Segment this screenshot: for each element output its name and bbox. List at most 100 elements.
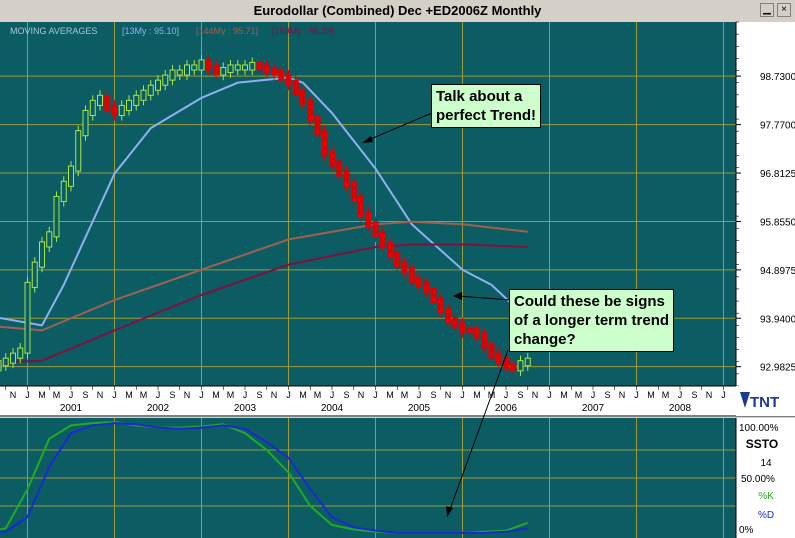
arrow-signs <box>457 295 511 301</box>
month-letter: S <box>604 390 610 400</box>
candle <box>191 64 198 71</box>
candle <box>213 64 219 76</box>
month-letter: M <box>314 390 322 400</box>
month-letter: J <box>721 390 726 400</box>
candle <box>263 64 270 74</box>
indicator-axis <box>736 418 795 538</box>
candle <box>350 180 357 202</box>
candle <box>24 281 31 354</box>
candle <box>408 266 415 283</box>
close-button[interactable]: × <box>777 3 791 17</box>
stochastic-line-d <box>0 422 528 534</box>
month-letter: M <box>647 390 655 400</box>
candle <box>169 69 176 81</box>
month-letter: M <box>53 390 61 400</box>
month-letter: J <box>460 390 465 400</box>
candle <box>126 99 132 111</box>
month-letter: J <box>25 390 30 400</box>
month-letter: S <box>430 390 436 400</box>
month-letter: J <box>678 390 683 400</box>
month-letter: N <box>184 390 191 400</box>
candle <box>104 94 111 111</box>
minimize-button[interactable]: ▁ <box>760 3 774 17</box>
candle <box>162 74 169 86</box>
price-axis <box>736 22 795 386</box>
month-letter: J <box>373 390 378 400</box>
candle <box>495 352 502 364</box>
candle <box>39 241 45 268</box>
candle <box>249 61 256 71</box>
year-label: 2006 <box>495 403 518 414</box>
candle <box>176 69 183 76</box>
legend-ma169: [169My : 95.39] <box>272 26 334 36</box>
month-letter: J <box>504 390 509 400</box>
candle <box>300 89 306 106</box>
candle <box>466 327 473 334</box>
month-letter: J <box>199 390 204 400</box>
candle <box>394 251 401 268</box>
candle <box>0 360 2 372</box>
year-label: 2005 <box>408 403 431 414</box>
candle <box>423 281 430 293</box>
candle <box>10 352 16 364</box>
month-letter: S <box>169 390 175 400</box>
candle <box>68 165 74 187</box>
month-letter: N <box>445 390 452 400</box>
candle <box>60 180 67 202</box>
candle <box>82 109 89 137</box>
candle <box>452 317 459 329</box>
arrow-indicator <box>448 349 509 513</box>
candle <box>155 79 161 91</box>
month-letter: J <box>591 390 596 400</box>
price-tick-label: 95.8550 <box>760 217 795 228</box>
month-letter: M <box>560 390 568 400</box>
month-letter: M <box>473 390 481 400</box>
month-letter: J <box>243 390 248 400</box>
month-letter: N <box>271 390 278 400</box>
legend-ma144: [144My : 95.71] <box>196 26 258 36</box>
window-title: Eurodollar (Combined) Dec +ED2006Z Month… <box>253 3 542 18</box>
candle <box>31 261 38 288</box>
annotation-signs-line-2: of a longer term trend <box>514 312 670 329</box>
month-letter: M <box>140 390 148 400</box>
candle <box>75 130 82 172</box>
candle <box>517 360 524 372</box>
tnt-logo: TNT <box>740 392 779 411</box>
year-label: 2007 <box>582 403 605 414</box>
month-letter: M <box>299 390 307 400</box>
candle <box>314 115 321 137</box>
candle <box>488 342 495 359</box>
annotation-signs-line-3: change? <box>514 331 576 348</box>
month-letter: J <box>69 390 74 400</box>
candle <box>372 221 379 238</box>
year-label: 2004 <box>321 403 344 414</box>
candle <box>278 69 285 81</box>
indicator-grid <box>0 418 736 538</box>
month-letter: M <box>662 390 670 400</box>
candle <box>510 362 517 372</box>
price-tick-label: 96.8125 <box>760 169 795 180</box>
month-letter: S <box>691 390 697 400</box>
candle <box>234 64 241 71</box>
candle <box>242 64 248 71</box>
ma-line-144My <box>0 220 528 332</box>
candle <box>53 195 60 238</box>
annotation-signs: Could these be signs of a longer term tr… <box>509 289 675 352</box>
indicator-tick-0: 0% <box>739 525 754 536</box>
candle <box>184 64 190 76</box>
indicator-tick-100: 100.00% <box>739 423 779 434</box>
candle <box>140 89 147 101</box>
month-letter: M <box>125 390 133 400</box>
month-letter: J <box>286 390 291 400</box>
candle <box>271 67 277 76</box>
indicator-period: 14 <box>760 458 772 469</box>
ma-legend: MOVING AVERAGES [13My : 95.10] [144My : … <box>10 26 334 36</box>
price-tick-label: 98.7300 <box>760 72 795 83</box>
year-label: 2008 <box>669 403 692 414</box>
month-letter: S <box>343 390 349 400</box>
candle <box>430 286 437 304</box>
annotation-trend: Talk about a perfect Trend! <box>431 84 542 128</box>
candle <box>343 170 350 187</box>
indicator-d-label: %D <box>758 510 774 521</box>
